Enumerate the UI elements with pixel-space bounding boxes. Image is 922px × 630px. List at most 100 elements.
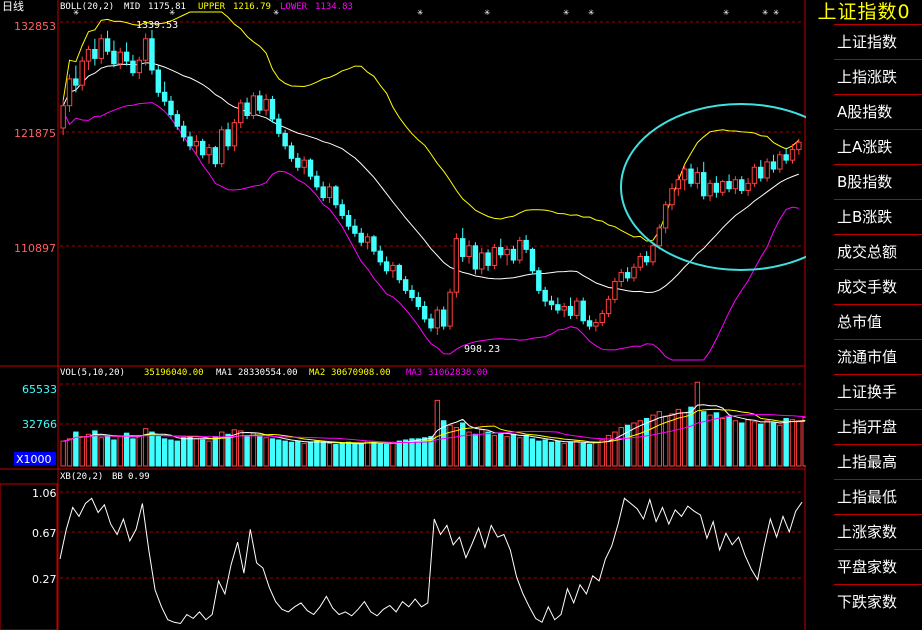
volume-bar xyxy=(117,436,123,467)
volume-bar xyxy=(637,420,644,467)
volume-bar xyxy=(586,444,593,467)
volume-bar xyxy=(783,417,789,467)
volume-bar xyxy=(523,434,529,467)
candle-body xyxy=(789,148,796,161)
sidebar-item[interactable]: B股指数 xyxy=(834,164,922,198)
candle-body xyxy=(624,272,631,279)
star-marker: ✳ xyxy=(273,7,279,18)
candle-body xyxy=(567,305,574,316)
volume-bar xyxy=(263,437,269,467)
candle-body xyxy=(555,304,561,311)
candle-body xyxy=(713,182,720,193)
volume-bar xyxy=(371,441,377,467)
vol-tick-label: 32766 xyxy=(22,418,57,431)
volume-bar xyxy=(732,420,739,467)
candle-body xyxy=(732,179,739,190)
xb-title: XB(20,2) xyxy=(60,472,103,482)
candle-body xyxy=(314,175,320,188)
boll-title: BOLL(20,2) xyxy=(60,2,114,12)
candle-body xyxy=(675,179,682,190)
candle-body xyxy=(269,98,276,120)
candle-body xyxy=(447,291,453,327)
candle-body xyxy=(707,182,713,197)
volume-bar xyxy=(498,432,504,467)
boll-upper-value: 1216.79 xyxy=(233,2,271,12)
candle-body xyxy=(383,261,390,272)
xb-series-line xyxy=(59,497,803,625)
candle-body xyxy=(339,204,345,216)
volume-bar xyxy=(104,434,111,467)
candle-body xyxy=(643,255,650,263)
volume-bar xyxy=(669,413,675,467)
volume-bar xyxy=(650,414,656,467)
sidebar-item[interactable]: 下跌家数 xyxy=(834,584,922,618)
candle-body xyxy=(694,172,701,184)
volume-bar xyxy=(643,417,650,467)
panel-frames xyxy=(0,0,806,630)
volume-bar xyxy=(447,424,453,467)
candle-body xyxy=(257,95,263,111)
sidebar-item[interactable]: 上指开盘 xyxy=(834,409,922,443)
candle-body xyxy=(421,305,428,320)
volume-bar xyxy=(250,432,257,467)
volume-bar xyxy=(66,438,73,467)
volume-bar xyxy=(491,434,498,467)
volume-bar xyxy=(231,429,238,467)
sidebar-item[interactable]: 成交总额 xyxy=(834,234,922,268)
vol-title: VOL(5,10,20) xyxy=(60,368,125,378)
candle-body xyxy=(498,247,504,256)
volume-bar xyxy=(161,438,168,467)
sidebar-item[interactable]: 平盘家数 xyxy=(834,549,922,583)
candle-body xyxy=(656,227,663,247)
volume-bar xyxy=(301,442,307,467)
sidebar-item[interactable]: 流通市值 xyxy=(834,339,922,373)
candle-body xyxy=(764,161,770,179)
candle-body xyxy=(491,247,498,266)
candle-body xyxy=(85,48,92,62)
sidebar-item[interactable]: 上B涨跌 xyxy=(834,199,922,233)
volume-bar xyxy=(218,431,225,467)
boll-mid-line xyxy=(62,62,799,294)
period-label: 日线 xyxy=(2,0,24,13)
sidebar-item[interactable]: 成交手数 xyxy=(834,269,922,303)
sidebar-item[interactable]: 上指最低 xyxy=(834,479,922,513)
sidebar-item[interactable]: 总市值 xyxy=(834,304,922,338)
candle-body xyxy=(301,159,307,168)
volume-bar xyxy=(453,427,460,467)
volume-bar xyxy=(130,438,136,467)
volume-bar xyxy=(244,434,250,467)
volume-bar xyxy=(593,441,599,467)
candle-body xyxy=(434,309,441,329)
candle-body xyxy=(104,38,111,52)
boll-mid-label: MID xyxy=(124,2,140,12)
candle-body xyxy=(548,300,555,306)
candle-body xyxy=(631,266,637,279)
volume-bar xyxy=(517,437,523,467)
sidebar-item[interactable]: A股指数 xyxy=(834,94,922,128)
candle-body xyxy=(60,105,66,129)
volume-bar xyxy=(631,422,637,467)
candle-body xyxy=(542,289,548,302)
candle-body xyxy=(364,236,371,243)
candle-body xyxy=(777,154,783,170)
candle-body xyxy=(320,186,326,199)
sidebar-item[interactable]: 上A涨跌 xyxy=(834,129,922,163)
candle-body xyxy=(669,188,675,206)
sidebar-item[interactable]: 上指最高 xyxy=(834,444,922,478)
vol-unit-label: X1000 xyxy=(16,453,52,466)
volume-bar xyxy=(440,420,447,467)
sidebar-item[interactable]: 上证指数 xyxy=(834,24,922,58)
candle-body xyxy=(263,98,269,111)
volume-bar xyxy=(187,436,193,467)
sidebar-item[interactable]: 上指涨跌 xyxy=(834,59,922,93)
candle-body xyxy=(390,264,396,272)
candle-body xyxy=(561,305,567,311)
candle-body xyxy=(459,238,466,257)
sidebar-item[interactable]: 上证换手 xyxy=(834,374,922,408)
boll-upper-line xyxy=(62,11,800,242)
candle-body xyxy=(130,60,136,74)
candle-body xyxy=(295,157,301,168)
candle-body xyxy=(479,252,485,270)
sidebar-item[interactable]: 上涨家数 xyxy=(834,514,922,548)
